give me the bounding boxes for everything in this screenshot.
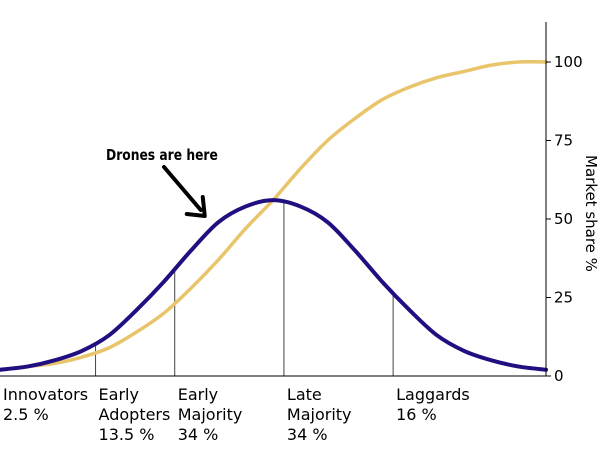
y-tick-label-75: 75: [554, 132, 573, 150]
segment-dividers: [95, 202, 394, 376]
annotation-arrow-head: [184, 195, 207, 218]
series-lines: [0, 60, 548, 372]
annotation-text: Drones are here: [106, 147, 218, 164]
segment-label-2-line-3: 13.5 %: [99, 425, 155, 444]
segment-label-2-line-2: Adopters: [99, 405, 171, 424]
segment-label-4-line-1: Late: [287, 385, 322, 404]
annotation-arrow-shaft: [162, 165, 203, 212]
market-share-curve-line: [0, 60, 548, 372]
segment-label-3-line-1: Early: [178, 385, 218, 404]
y-tick-label-50: 50: [554, 210, 573, 228]
y-axis: 0 25 50 75 100 Market share %: [0, 22, 600, 385]
segment-label-1-line-1: Innovators: [3, 385, 88, 404]
segment-label-5-line-1: Laggards: [396, 385, 470, 404]
segment-label-2-line-1: Early: [99, 385, 139, 404]
adoption-curve-line: [0, 198, 548, 372]
y-tick-label-25: 25: [554, 289, 573, 307]
y-tick-label-0: 0: [554, 367, 564, 385]
y-axis-label: Market share %: [582, 155, 600, 272]
segment-label-1-line-2: 2.5 %: [3, 405, 49, 424]
segment-label-4-line-2: Majority: [287, 405, 352, 424]
annotation: Drones are here: [106, 147, 218, 218]
segment-label-3-line-2: Majority: [178, 405, 243, 424]
segment-label-4-line-3: 34 %: [287, 425, 328, 444]
y-tick-label-100: 100: [554, 53, 583, 71]
segment-label-3-line-3: 34 %: [178, 425, 219, 444]
segment-label-5-line-2: 16 %: [396, 405, 437, 424]
